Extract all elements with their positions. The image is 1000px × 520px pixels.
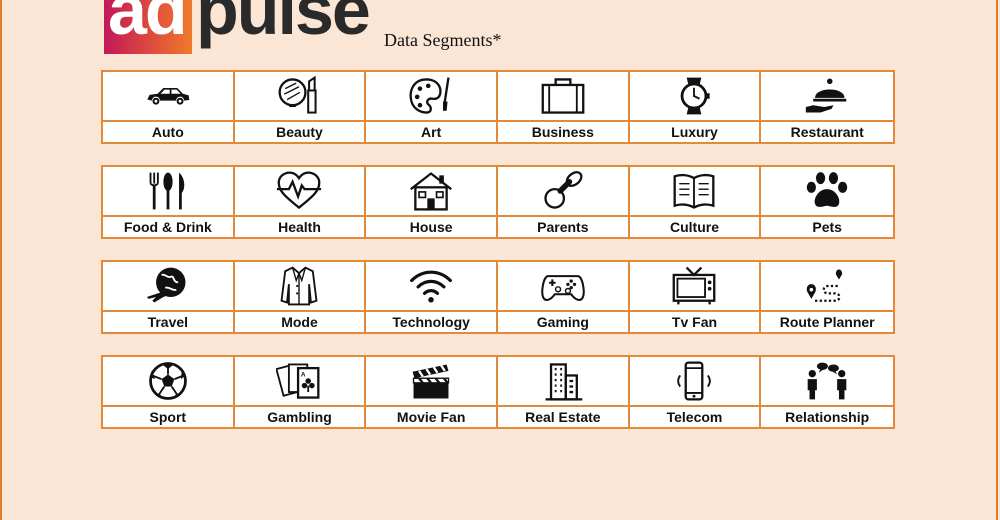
phone-icon (629, 357, 760, 407)
segment-beauty[interactable]: Beauty (234, 72, 367, 142)
segment-label: Technology (392, 314, 470, 330)
segment-label: Gambling (267, 409, 332, 425)
segment-technology[interactable]: Technology (366, 262, 498, 332)
segment-label: Mode (281, 314, 318, 330)
watch-icon (629, 72, 760, 122)
route-icon (761, 262, 893, 312)
segment-food-drink[interactable]: Food & Drink (103, 167, 235, 237)
segment-label: Travel (147, 314, 189, 330)
segment-row-1: Auto Beauty Art Business Luxury Restaura… (101, 70, 895, 144)
segment-parents[interactable]: Parents (498, 167, 630, 237)
segment-row-4: Sport A Gambling Movie Fan Real Estate T… (101, 355, 895, 429)
segment-house[interactable]: House (366, 167, 498, 237)
logo-box: ad (104, 0, 192, 54)
segment-label: Real Estate (525, 409, 601, 425)
segment-label: Sport (149, 409, 187, 425)
soccer-ball-icon (103, 357, 233, 407)
paw-icon (761, 167, 893, 217)
segment-gambling[interactable]: A Gambling (234, 357, 367, 427)
logo-box-text: ad (108, 0, 188, 49)
segment-health[interactable]: Health (234, 167, 367, 237)
segment-label: Movie Fan (396, 409, 466, 425)
segment-travel[interactable]: Travel (103, 262, 235, 332)
segment-sport[interactable]: Sport (103, 357, 235, 427)
segment-label: Parents (537, 219, 589, 235)
segment-mode[interactable]: Mode (234, 262, 367, 332)
cloche-icon (761, 72, 893, 122)
segment-business[interactable]: Business (498, 72, 630, 142)
segment-label: Auto (151, 124, 184, 140)
tv-icon (629, 262, 760, 312)
gamepad-icon (498, 262, 628, 312)
book-icon (629, 167, 760, 217)
adpulse-logo: ad pulse (104, 0, 384, 54)
segment-label: Telecom (666, 409, 723, 425)
segment-label: Restaurant (790, 124, 864, 140)
segment-label: Business (531, 124, 594, 140)
clapperboard-icon (366, 357, 496, 407)
segment-restaurant[interactable]: Restaurant (761, 72, 893, 142)
segment-label: Route Planner (779, 314, 875, 330)
logo-word: pulse (196, 0, 371, 49)
segment-pets[interactable]: Pets (761, 167, 893, 237)
segment-auto[interactable]: Auto (103, 72, 235, 142)
globe-plane-icon (103, 262, 233, 312)
segment-label: Art (421, 124, 442, 140)
car-icon (103, 72, 233, 122)
people-talk-icon (761, 357, 893, 407)
segment-tv-fan[interactable]: Tv Fan (629, 262, 762, 332)
segment-row-3: Travel Mode Technology Gaming Tv Fan Rou… (101, 260, 895, 334)
segment-label: Culture (669, 219, 719, 235)
segment-row-2: Food & Drink Health House Parents Cultur… (101, 165, 895, 239)
segment-label: Pets (812, 219, 842, 235)
segment-label: Gaming (536, 314, 589, 330)
cutlery-icon (103, 167, 233, 217)
segment-label: Relationship (785, 409, 870, 425)
segment-culture[interactable]: Culture (629, 167, 762, 237)
heartbeat-icon (234, 167, 365, 217)
segment-telecom[interactable]: Telecom (629, 357, 762, 427)
segment-luxury[interactable]: Luxury (629, 72, 762, 142)
segment-real-estate[interactable]: Real Estate (498, 357, 630, 427)
segment-gaming[interactable]: Gaming (498, 262, 630, 332)
segment-relationship[interactable]: Relationship (761, 357, 893, 427)
buildings-icon (498, 357, 628, 407)
house-icon (366, 167, 496, 217)
segment-label: Tv Fan (671, 314, 718, 330)
segment-label: Health (278, 219, 321, 235)
briefcase-icon (498, 72, 628, 122)
pacifier-icon (498, 167, 628, 217)
palette-icon (366, 72, 496, 122)
segment-route-planner[interactable]: Route Planner (761, 262, 893, 332)
segment-label: House (409, 219, 453, 235)
beauty-icon (234, 72, 365, 122)
segment-label: Food & Drink (123, 219, 212, 235)
svg-text:A: A (301, 371, 306, 378)
segment-movie-fan[interactable]: Movie Fan (366, 357, 498, 427)
coat-icon (234, 262, 365, 312)
wifi-icon (366, 262, 496, 312)
segment-art[interactable]: Art (366, 72, 498, 142)
segment-label: Beauty (276, 124, 323, 140)
segment-label: Luxury (671, 124, 718, 140)
cards-icon: A (234, 357, 365, 407)
page-subtitle: Data Segments* (384, 30, 502, 50)
